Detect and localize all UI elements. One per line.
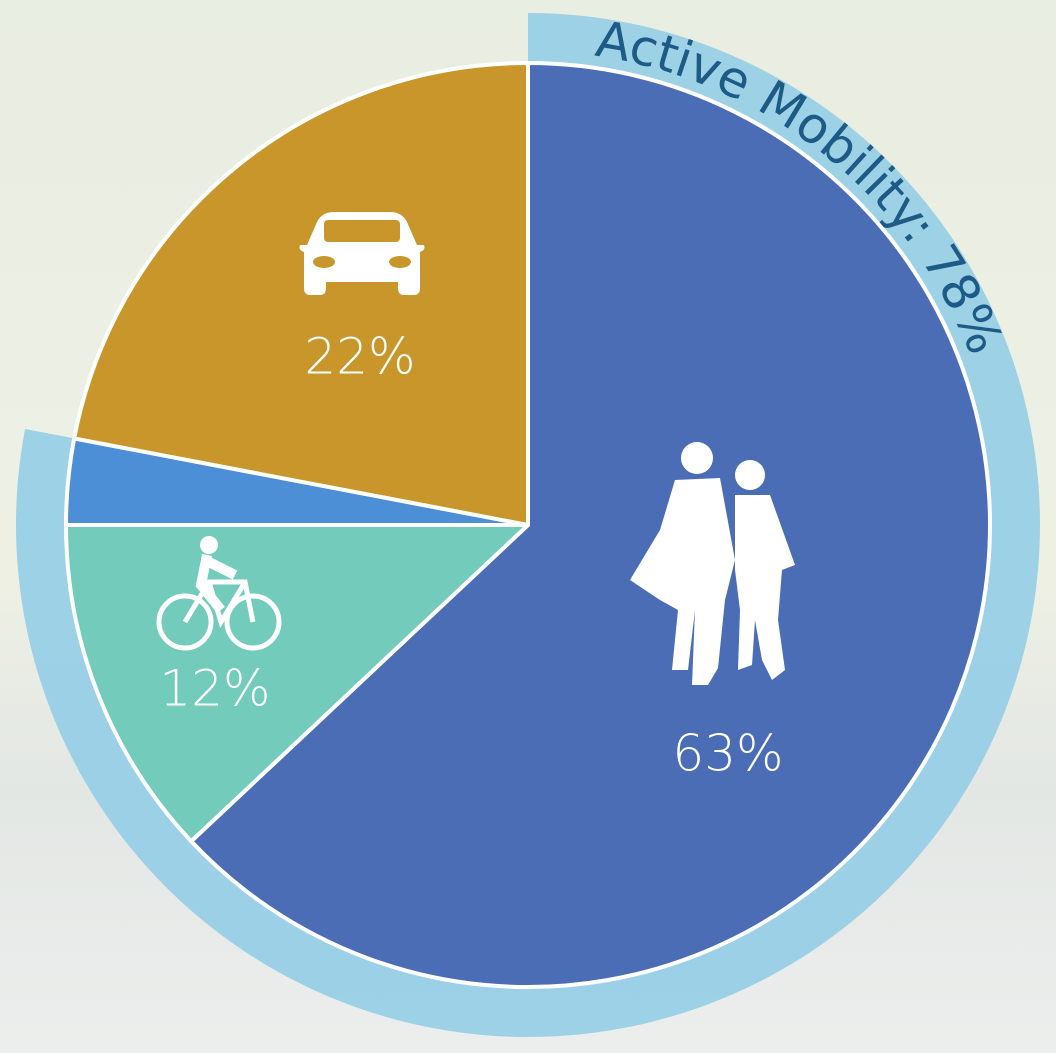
chart: Active Mobility: 78% 63%12%22% <box>0 0 1056 1053</box>
value-label: 22% <box>304 328 415 386</box>
value-label: 63% <box>672 725 783 783</box>
pie-layer <box>66 63 990 987</box>
value-label: 12% <box>159 660 270 718</box>
